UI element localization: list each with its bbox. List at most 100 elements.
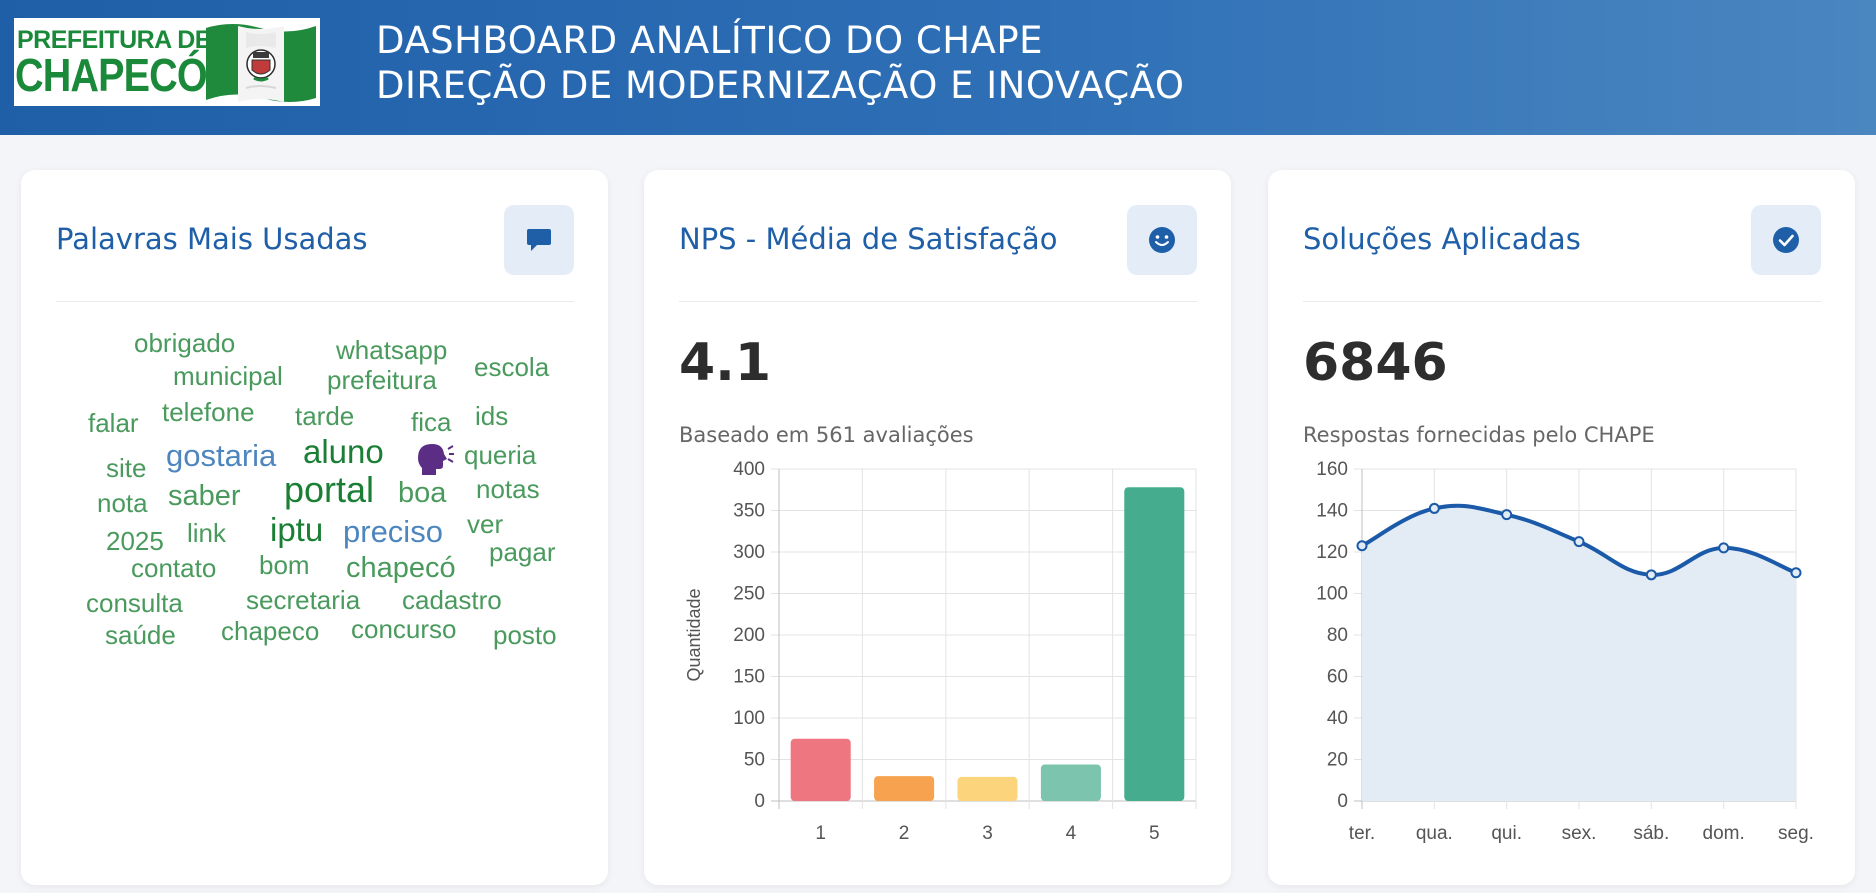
- words-card-icon-button[interactable]: [504, 205, 574, 275]
- data-point: [1573, 536, 1585, 548]
- x-tick-label: sáb.: [1633, 823, 1669, 844]
- cloud-word: concurso: [351, 614, 457, 644]
- y-tick-label: 0: [754, 791, 765, 812]
- cloud-word: ver: [467, 509, 504, 539]
- bar: [1040, 764, 1101, 801]
- nps-subtitle: Baseado em 561 avaliações: [679, 423, 974, 447]
- prefeitura-logo[interactable]: PREFEITURA DE CHAPECÓ: [14, 18, 320, 106]
- data-point: [1356, 540, 1368, 552]
- solutions-card-icon-button[interactable]: [1751, 205, 1821, 275]
- solutions-line-chart: 0 20 40 60 80 100 120 140 160 ter. qua. qui. sex. sáb…: [1316, 459, 1814, 844]
- y-axis-label: Quantidade: [684, 588, 704, 681]
- x-tick-label: dom.: [1703, 823, 1745, 844]
- cloud-word: saúde: [105, 620, 176, 650]
- x-tick-label: seg.: [1778, 823, 1814, 844]
- cloud-word: preciso: [343, 514, 443, 549]
- y-tick-label: 20: [1327, 750, 1348, 771]
- y-tick-label: 350: [733, 501, 765, 522]
- cloud-word: posto: [493, 620, 557, 650]
- x-tick-label: 3: [982, 823, 993, 844]
- cloud-word: iptu: [270, 511, 324, 548]
- data-point: [1790, 567, 1802, 579]
- y-tick-label: 160: [1316, 459, 1348, 480]
- y-tick-label: 80: [1327, 625, 1348, 646]
- cloud-word: 2025: [106, 526, 164, 556]
- y-tick-label: 100: [733, 708, 765, 729]
- cloud-word: escola: [474, 352, 550, 382]
- title-line1: DASHBOARD ANALÍTICO DO CHAPE: [376, 19, 1044, 62]
- speaking-head-icon: [418, 444, 454, 475]
- cloud-word: fica: [411, 407, 452, 437]
- cloud-word: pagar: [489, 537, 556, 567]
- cloud-word: gostaria: [166, 438, 277, 473]
- cloud-word: portal: [284, 469, 375, 510]
- solutions-card-separator: [1303, 301, 1821, 302]
- chapeco-flag-icon: [206, 24, 316, 102]
- cloud-word: chapecó: [346, 552, 456, 584]
- words-card-title: Palavras Mais Usadas: [56, 222, 368, 256]
- solutions-card-title: Soluções Aplicadas: [1303, 222, 1581, 256]
- y-tick-label: 50: [744, 750, 765, 771]
- x-tick-label: 2: [899, 823, 910, 844]
- nps-card: NPS - Média de Satisfação 4.1 Baseado em…: [644, 170, 1231, 885]
- y-tick-label: 150: [733, 667, 765, 688]
- nps-card-separator: [679, 301, 1197, 302]
- chat-bubble-icon: [527, 229, 551, 251]
- y-tick-label: 120: [1316, 542, 1348, 563]
- y-tick-label: 60: [1327, 667, 1348, 688]
- cloud-word: prefeitura: [327, 365, 437, 395]
- cloud-word: bom: [259, 550, 310, 580]
- cloud-word: site: [106, 453, 147, 483]
- data-point: [1428, 502, 1440, 514]
- nps-card-icon-button[interactable]: [1127, 205, 1197, 275]
- x-tick-label: 1: [815, 823, 826, 844]
- cloud-word: ids: [475, 401, 509, 431]
- data-point: [1718, 542, 1730, 554]
- cloud-word: telefone: [162, 397, 255, 427]
- cloud-word: nota: [97, 488, 148, 518]
- x-tick-label: 4: [1066, 823, 1077, 844]
- x-tick-label: qui.: [1491, 823, 1522, 844]
- logo-line2: CHAPECÓ: [15, 49, 208, 101]
- solutions-total-value: 6846: [1303, 333, 1448, 393]
- dashboard-title: DASHBOARD ANALÍTICO DO CHAPE DIREÇÃO DE …: [376, 18, 1185, 108]
- title-line2: DIREÇÃO DE MODERNIZAÇÃO E INOVAÇÃO: [376, 64, 1185, 107]
- cloud-word: boa: [398, 477, 447, 509]
- y-tick-label: 140: [1316, 501, 1348, 522]
- cloud-word: link: [187, 518, 227, 548]
- x-tick-label: ter.: [1349, 823, 1375, 844]
- solutions-subtitle: Respostas fornecidas pelo CHAPE: [1303, 423, 1655, 447]
- y-tick-label: 250: [733, 584, 765, 605]
- cloud-word: chapeco: [221, 616, 320, 646]
- y-tick-label: 200: [733, 625, 765, 646]
- header-bar: PREFEITURA DE CHAPECÓ DASHBOARD ANALÍTIC…: [0, 0, 1876, 135]
- bar: [957, 776, 1018, 801]
- data-point: [1501, 509, 1513, 521]
- cloud-word: falar: [88, 408, 139, 438]
- cloud-word: obrigado: [134, 328, 236, 358]
- cloud-word: notas: [476, 474, 540, 504]
- bar: [1124, 487, 1185, 801]
- cloud-word: aluno: [303, 433, 384, 470]
- x-tick-label: sex.: [1562, 823, 1597, 844]
- solutions-card: Soluções Aplicadas 6846 Respostas fornec…: [1268, 170, 1855, 885]
- words-card: Palavras Mais Usadas obrigado whatsapp e…: [21, 170, 608, 885]
- data-point: [1645, 569, 1657, 581]
- smile-icon: [1149, 227, 1175, 253]
- bar: [790, 738, 851, 801]
- y-tick-label: 40: [1327, 708, 1348, 729]
- x-tick-label: qua.: [1416, 823, 1453, 844]
- bar: [874, 776, 935, 801]
- cloud-word: contato: [131, 553, 217, 583]
- logo-line1: PREFEITURA DE: [17, 26, 211, 54]
- y-tick-label: 0: [1337, 791, 1348, 812]
- x-tick-label: 5: [1149, 823, 1160, 844]
- y-tick-label: 300: [733, 542, 765, 563]
- cloud-word: queria: [464, 440, 537, 470]
- cloud-word: consulta: [86, 588, 183, 618]
- nps-card-title: NPS - Média de Satisfação: [679, 222, 1058, 256]
- nps-bar-chart: 0 50 100 150 200 250 300 350 400 1 2 3 4 5 Quantidade: [684, 459, 1197, 844]
- check-circle-icon: [1773, 227, 1799, 253]
- words-card-separator: [56, 301, 574, 302]
- cloud-word: municipal: [173, 361, 283, 391]
